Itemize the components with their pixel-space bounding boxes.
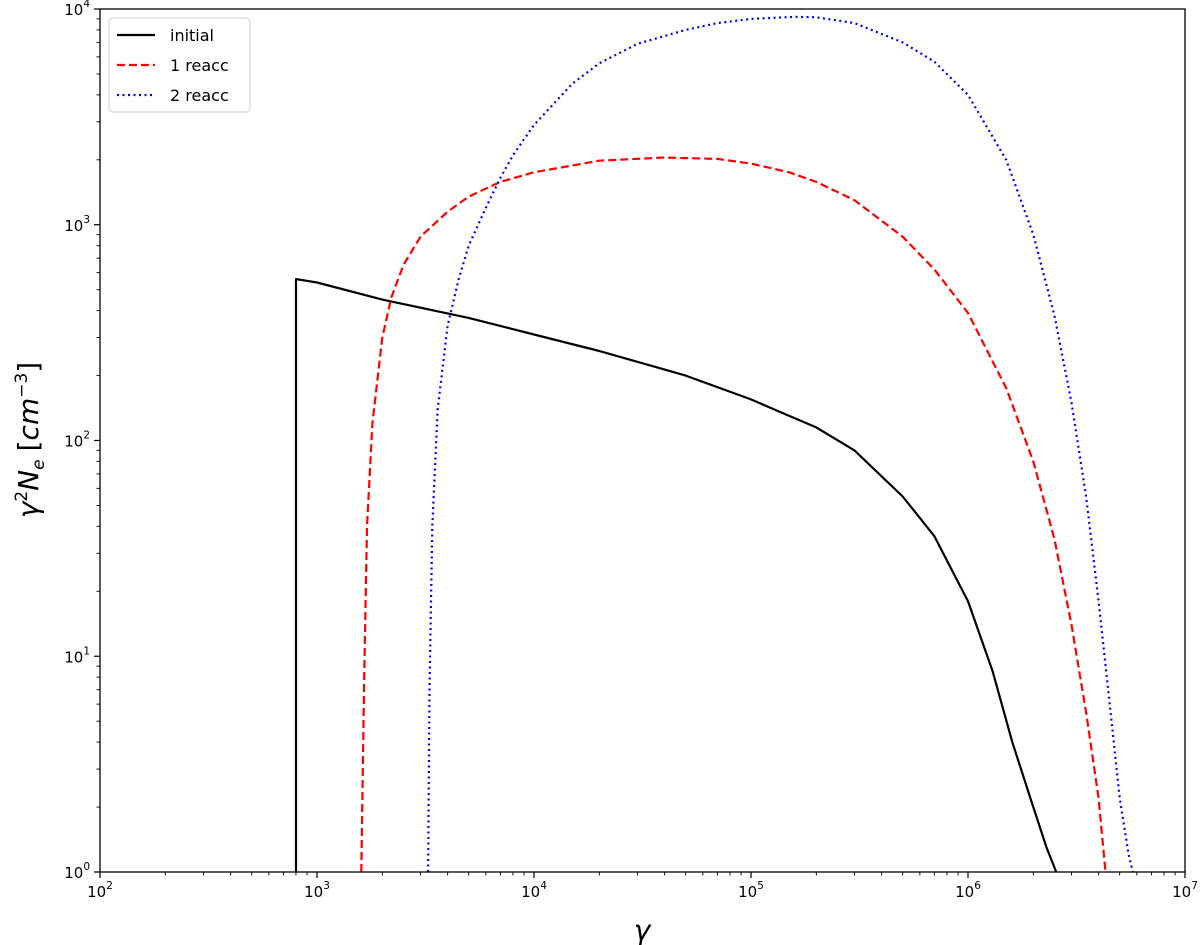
y-tick-label: 101 [64, 645, 90, 666]
y-tick-label: 103 [64, 214, 90, 235]
y-tick-label: 104 [64, 0, 90, 19]
x-tick-label: 102 [87, 880, 113, 901]
legend-box [108, 17, 251, 113]
legend-label-1-reacc: 1 reacc [170, 56, 229, 75]
legend-label-2-reacc: 2 reacc [170, 86, 229, 105]
x-tick-label: 106 [955, 880, 981, 901]
y-label-unit-exp: −3 [12, 373, 32, 398]
y-axis-title: γ2Ne [cm−3] [12, 362, 49, 518]
series-line-initial [294, 278, 1058, 872]
legend-label-initial: initial [170, 26, 214, 45]
y-label-gamma: γ [12, 500, 45, 518]
y-label-unit: cm [12, 398, 45, 441]
y-tick-label: 100 [64, 861, 90, 882]
series-line-2-reacc [427, 15, 1134, 872]
y-tick-label: 102 [64, 430, 90, 451]
x-tick-label: 107 [1172, 880, 1198, 901]
series-line-1-reacc [360, 156, 1107, 872]
ticks-layer: 102 103 104 105 106 107 100 101 102 103 104 [64, 0, 1198, 901]
legend: initial 1 reacc 2 reacc [108, 17, 251, 113]
y-label-unit-open: [ [12, 440, 45, 451]
plot-frame [99, 8, 1186, 873]
y-label-n-sub: e [29, 459, 49, 469]
series-layer [294, 15, 1134, 872]
y-label-unit-close: ] [12, 362, 45, 373]
y-label-n: N [12, 470, 45, 491]
x-tick-label: 104 [521, 880, 547, 901]
x-tick-label: 103 [304, 880, 330, 901]
x-tick-label: 105 [738, 880, 764, 901]
y-label-gamma-exp: 2 [12, 491, 32, 502]
x-axis-title: γ [634, 914, 652, 945]
